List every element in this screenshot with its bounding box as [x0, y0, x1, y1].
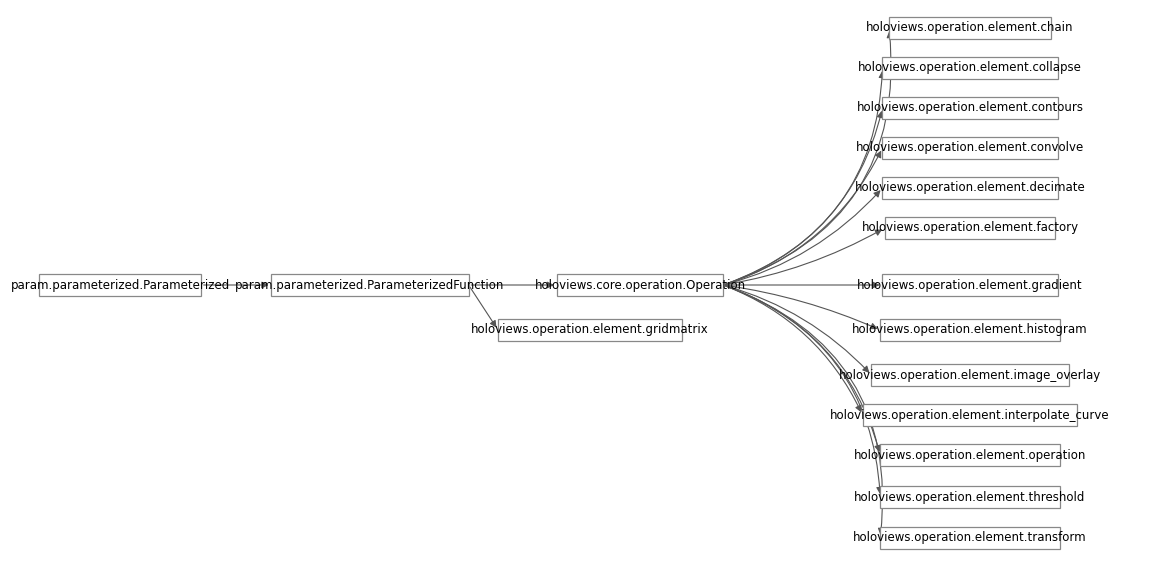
Text: holoviews.operation.element.convolve: holoviews.operation.element.convolve: [856, 142, 1084, 155]
Text: holoviews.core.operation.Operation: holoviews.core.operation.Operation: [535, 279, 745, 292]
Text: holoviews.operation.element.operation: holoviews.operation.element.operation: [854, 448, 1086, 461]
Text: holoviews.operation.element.contours: holoviews.operation.element.contours: [856, 102, 1084, 115]
FancyBboxPatch shape: [880, 444, 1060, 466]
Text: holoviews.operation.element.collapse: holoviews.operation.element.collapse: [858, 62, 1082, 74]
FancyBboxPatch shape: [882, 97, 1058, 119]
FancyBboxPatch shape: [39, 274, 200, 296]
FancyBboxPatch shape: [556, 274, 723, 296]
Text: holoviews.operation.element.gridmatrix: holoviews.operation.element.gridmatrix: [471, 324, 708, 336]
FancyBboxPatch shape: [871, 364, 1069, 386]
Text: holoviews.operation.element.gradient: holoviews.operation.element.gradient: [857, 279, 1083, 292]
FancyBboxPatch shape: [882, 57, 1058, 79]
FancyBboxPatch shape: [498, 319, 682, 341]
FancyBboxPatch shape: [885, 217, 1055, 239]
Text: holoviews.operation.element.factory: holoviews.operation.element.factory: [862, 222, 1078, 235]
FancyBboxPatch shape: [882, 137, 1058, 159]
FancyBboxPatch shape: [272, 274, 469, 296]
Text: holoviews.operation.element.chain: holoviews.operation.element.chain: [866, 22, 1074, 34]
FancyBboxPatch shape: [863, 404, 1077, 426]
FancyBboxPatch shape: [889, 17, 1051, 39]
FancyBboxPatch shape: [880, 319, 1060, 341]
FancyBboxPatch shape: [882, 177, 1058, 199]
FancyBboxPatch shape: [882, 274, 1058, 296]
FancyBboxPatch shape: [880, 527, 1060, 549]
Text: holoviews.operation.element.image_overlay: holoviews.operation.element.image_overla…: [839, 368, 1101, 381]
Text: holoviews.operation.element.decimate: holoviews.operation.element.decimate: [855, 182, 1085, 195]
Text: holoviews.operation.element.threshold: holoviews.operation.element.threshold: [855, 490, 1085, 504]
Text: holoviews.operation.element.histogram: holoviews.operation.element.histogram: [852, 324, 1087, 336]
FancyBboxPatch shape: [880, 486, 1060, 508]
Text: holoviews.operation.element.interpolate_curve: holoviews.operation.element.interpolate_…: [831, 408, 1109, 421]
Text: param.parameterized.ParameterizedFunction: param.parameterized.ParameterizedFunctio…: [235, 279, 505, 292]
Text: holoviews.operation.element.transform: holoviews.operation.element.transform: [854, 532, 1086, 545]
Text: param.parameterized.Parameterized: param.parameterized.Parameterized: [10, 279, 229, 292]
